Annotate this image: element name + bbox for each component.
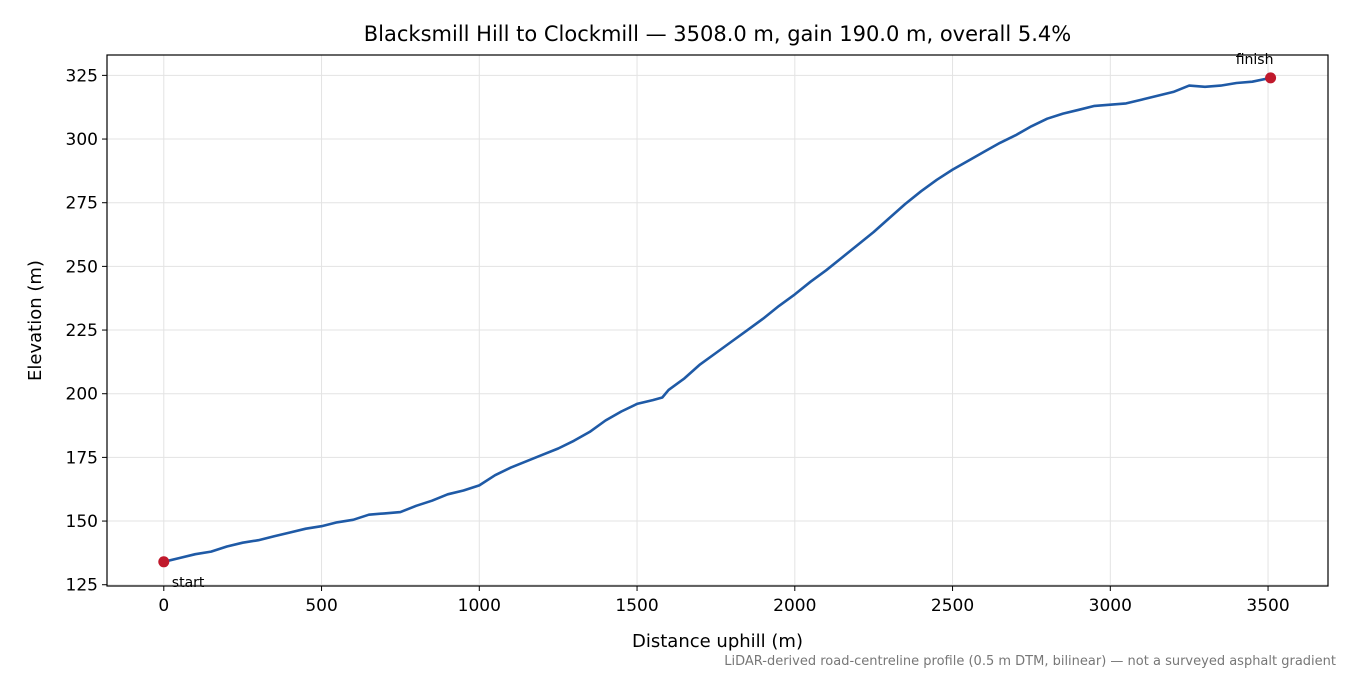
y-tick-label: 300 xyxy=(66,130,98,150)
series-layer xyxy=(162,76,1272,564)
point-layer: start finish xyxy=(158,52,1277,591)
chart-title: Blacksmill Hill to Clockmill — 3508.0 m,… xyxy=(364,22,1071,46)
x-tick-label: 2500 xyxy=(931,596,974,616)
footnote: LiDAR-derived road-centreline profile (0… xyxy=(724,654,1336,669)
y-tick-label: 250 xyxy=(66,257,98,277)
start-marker xyxy=(158,556,170,568)
y-tick-label: 275 xyxy=(66,194,98,214)
x-tick-label: 3500 xyxy=(1246,596,1289,616)
elevation-line xyxy=(162,76,1272,564)
grid-layer xyxy=(107,55,1328,586)
x-tick-label: 0 xyxy=(158,596,169,616)
x-tick-label: 500 xyxy=(305,596,337,616)
x-tick-label: 1500 xyxy=(615,596,658,616)
y-axis-title: Elevation (m) xyxy=(25,260,46,381)
tick-layer: 0 500 1000 1500 2000 2500 3000 3500 125 150 175 200… xyxy=(66,66,1290,616)
start-label: start xyxy=(172,575,205,591)
y-tick-label: 325 xyxy=(66,66,98,86)
x-tick-label: 2000 xyxy=(773,596,816,616)
y-tick-label: 200 xyxy=(66,385,98,405)
y-tick-label: 225 xyxy=(66,321,98,341)
finish-marker xyxy=(1265,72,1277,84)
plot-frame xyxy=(106,54,1329,587)
y-tick-label: 125 xyxy=(66,576,98,596)
x-tick-label: 3000 xyxy=(1089,596,1132,616)
y-tick-label: 175 xyxy=(66,448,98,468)
x-tick-label: 1000 xyxy=(458,596,501,616)
finish-label: finish xyxy=(1236,52,1274,68)
y-tick-label: 150 xyxy=(66,512,98,532)
x-axis-title: Distance uphill (m) xyxy=(632,631,803,652)
